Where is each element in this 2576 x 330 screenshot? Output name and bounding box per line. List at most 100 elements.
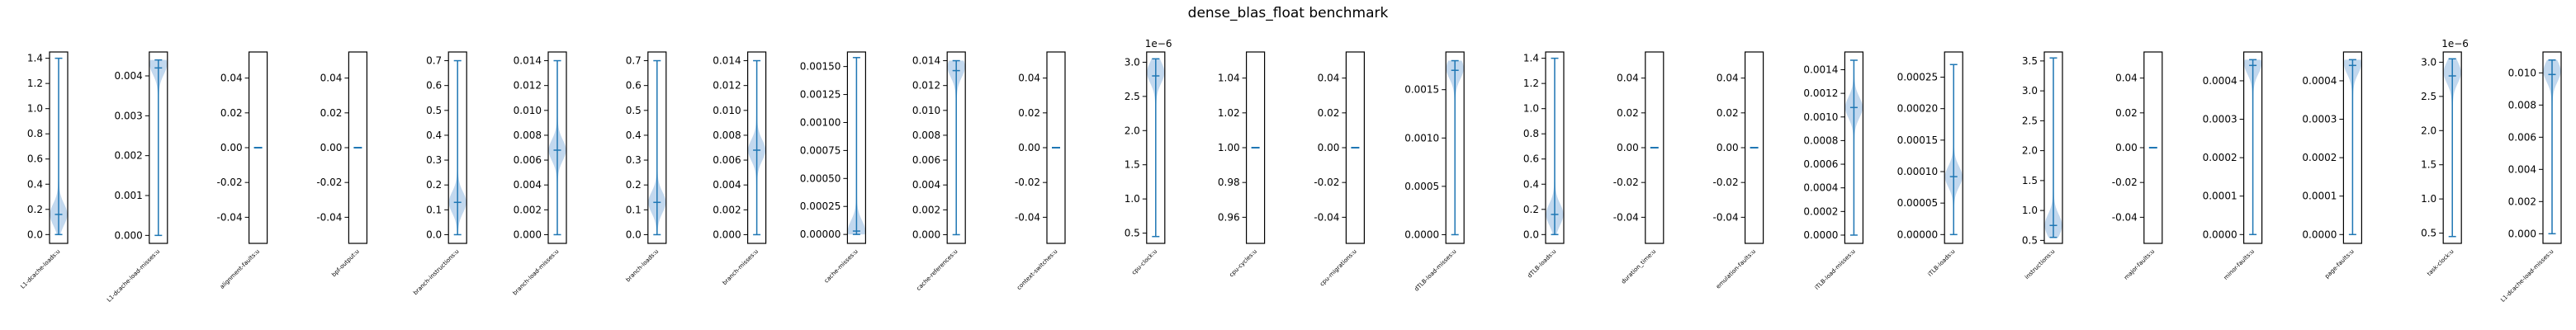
y-tick-label: 1.0 (2421, 193, 2436, 205)
y-tick-label: 0.02 (1018, 107, 1040, 119)
y-tick-label: 0.0000 (1803, 229, 1838, 241)
y-tick-label: 0.00150 (800, 61, 841, 73)
y-tick-label: 0.0002 (2302, 152, 2337, 163)
y-tick-label: 0.002 (514, 204, 542, 215)
x-category-label: iTLB-loads:u (1927, 248, 1957, 278)
y-tick-label: 0.00050 (800, 172, 841, 184)
y-tick-label: 0.0000 (1404, 229, 1439, 240)
y-tick-label: 1.5 (2421, 159, 2436, 171)
y-tick-label: 0.04 (320, 73, 343, 84)
y-tick-label: -0.02 (217, 177, 243, 188)
x-category-label: page-faults:u (2323, 248, 2355, 280)
axes-frame (1245, 51, 1266, 244)
y-tick-label: 0.0006 (1803, 158, 1838, 170)
y-tick-label: 0.8 (1523, 128, 1539, 139)
axes-frame (49, 51, 69, 244)
axes-frame (846, 51, 867, 244)
y-tick-label: 0.0 (626, 229, 642, 240)
y-tick-label: 0.02 (1318, 107, 1340, 119)
y-tick-label: -0.02 (1015, 177, 1040, 188)
x-category-label: bpf-output:u (330, 248, 360, 278)
y-tick-label: 0.00015 (1897, 134, 1939, 146)
y-tick-label: 0.02 (1617, 107, 1639, 119)
y-tick-label: 0.2 (626, 179, 642, 191)
y-tick-label: 0.6 (426, 80, 442, 92)
y-tick-label: 2.5 (1125, 91, 1140, 102)
y-tick-label: 0.02 (2115, 107, 2138, 119)
y-tick-label: 1.4 (1523, 53, 1539, 64)
y-tick-label: 1.5 (2022, 175, 2038, 186)
y-tick-label: 0.001 (114, 190, 142, 201)
y-tick-label: 0.1 (626, 204, 642, 215)
y-tick-label: 0.00075 (800, 144, 841, 156)
y-tick-label: -0.04 (2112, 211, 2138, 223)
y-tick-label: 0.0000 (2203, 229, 2237, 240)
y-tick-label: 0.5 (2022, 234, 2038, 246)
y-tick-label: -0.02 (316, 177, 342, 188)
y-tick-label: 0.02 (320, 107, 343, 119)
y-tick-label: 0.00 (220, 142, 243, 153)
y-tick-label: 0.0003 (2203, 114, 2237, 125)
y-tick-label: -0.04 (1314, 211, 1339, 223)
y-tick-label: 0.00010 (1897, 166, 1939, 177)
y-tick-label: 0.002 (912, 204, 940, 215)
y-tick-label: 0.008 (912, 130, 940, 141)
y-tick-label: 1.04 (1218, 73, 1240, 84)
y-tick-label: 0.012 (514, 80, 542, 92)
y-tick-label: 0.00025 (800, 200, 841, 212)
y-tick-label: 0.014 (514, 55, 542, 67)
y-tick-label: 1.00 (1218, 142, 1240, 153)
axes-frame (1645, 51, 1664, 244)
axes-frame (2342, 51, 2362, 244)
y-tick-label: 0.00000 (800, 229, 841, 240)
x-category-label: branch-load-misses:u (512, 248, 561, 297)
x-category-label: emulation-faults:u (1715, 248, 1757, 290)
axes-frame (2442, 51, 2462, 244)
y-tick-label: 0.2 (426, 179, 442, 191)
y-tick-label: 0.7 (626, 55, 642, 67)
y-tick-label: 3.0 (1125, 56, 1140, 68)
y-tick-label: 0.006 (912, 154, 940, 166)
x-category-label: dTLB-load-misses:u (1413, 248, 1458, 293)
y-tick-label: 0.0008 (1803, 134, 1838, 146)
y-tick-label: 0.5 (626, 105, 642, 116)
y-tick-label: 0.6 (626, 80, 642, 92)
x-category-label: duration_time:u (1620, 248, 1657, 285)
y-tick-label: 1.2 (27, 78, 43, 89)
y-tick-label: 0.006 (713, 154, 741, 166)
y-tick-label: 0.02 (220, 107, 243, 119)
x-category-label: task-clock:u (2426, 248, 2455, 277)
y-tick-label: 0.96 (1218, 211, 1240, 223)
axes-frame (647, 51, 667, 244)
y-tick-label: 0.010 (713, 105, 741, 116)
y-tick-label: 0.000 (2508, 228, 2536, 239)
y-tick-label: 0.010 (2508, 67, 2536, 78)
y-tick-label: 0.00125 (800, 89, 841, 101)
y-tick-label: 0.4 (426, 130, 442, 141)
y-tick-label: 0.0004 (2203, 75, 2237, 87)
x-category-label: branch-instructions:u (412, 248, 460, 296)
y-tick-label: 1.5 (1125, 159, 1140, 171)
x-category-label: branch-loads:u (625, 248, 661, 284)
y-tick-label: 0.0010 (1404, 132, 1439, 144)
axes-frame (1146, 51, 1166, 244)
axes-frame (1345, 51, 1366, 244)
y-tick-label: 0.000 (912, 229, 940, 240)
y-tick-label: 0.0 (426, 229, 442, 240)
y-tick-label: 0.7 (426, 55, 442, 67)
x-category-label: context-switches:u (1016, 248, 1058, 291)
y-tick-label: 2.0 (2022, 145, 2038, 157)
x-category-label: branch-misses:u (722, 248, 760, 286)
y-tick-label: 0.000 (713, 229, 741, 240)
y-tick-label: 0.5 (426, 105, 442, 116)
x-category-label: cpu-cycles:u (1228, 248, 1258, 279)
y-tick-label: 0.04 (1717, 73, 1739, 84)
y-tick-label: 0.4 (1523, 178, 1539, 190)
y-tick-label: 0.006 (514, 154, 542, 166)
axes-frame (149, 51, 168, 244)
y-tick-label: 0.8 (27, 128, 43, 139)
y-tick-label: 0.0002 (1803, 205, 1838, 217)
y-tick-label: 0.0004 (2302, 75, 2337, 87)
y-tick-label: 1.0 (1125, 193, 1140, 205)
y-tick-label: 0.004 (713, 179, 741, 191)
